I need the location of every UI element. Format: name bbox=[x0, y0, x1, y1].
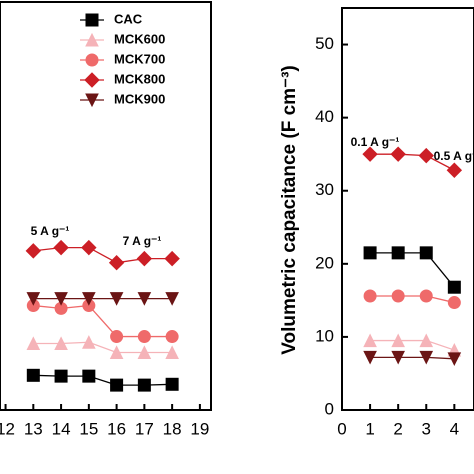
series-line bbox=[33, 374, 173, 386]
marker bbox=[82, 369, 96, 383]
marker bbox=[25, 243, 42, 259]
series-line bbox=[33, 246, 173, 264]
annotation: 5 A g⁻¹ bbox=[31, 224, 70, 238]
y-tick-label: 10 bbox=[315, 326, 334, 345]
x-tick-label: 19 bbox=[190, 419, 209, 438]
marker bbox=[137, 345, 152, 359]
marker bbox=[164, 250, 180, 267]
marker bbox=[363, 350, 377, 365]
legend-label: CAC bbox=[114, 11, 143, 26]
x-tick-label: 4 bbox=[450, 419, 459, 438]
marker bbox=[419, 350, 434, 365]
marker bbox=[419, 289, 433, 303]
marker bbox=[363, 333, 377, 348]
series-line bbox=[33, 304, 173, 338]
marker bbox=[447, 280, 461, 294]
marker bbox=[165, 330, 179, 344]
marker bbox=[26, 368, 40, 382]
marker bbox=[54, 336, 68, 350]
legend-marker bbox=[85, 13, 99, 27]
y-axis-label: Volumetric capacitance (F cm⁻³) bbox=[279, 65, 300, 354]
legend-label: MCK900 bbox=[114, 91, 165, 106]
series-line bbox=[370, 356, 455, 360]
x-tick-label: 15 bbox=[79, 419, 98, 438]
x-tick-label: 2 bbox=[393, 419, 402, 438]
marker bbox=[363, 289, 377, 303]
x-tick-label: 1 bbox=[365, 419, 374, 438]
marker bbox=[110, 330, 124, 344]
marker bbox=[165, 292, 179, 306]
marker bbox=[390, 146, 406, 162]
y-tick-label: 0 bbox=[325, 399, 334, 418]
marker bbox=[391, 289, 405, 303]
marker bbox=[391, 350, 405, 365]
marker bbox=[447, 352, 462, 366]
marker bbox=[165, 345, 179, 359]
plot-frame bbox=[341, 7, 474, 411]
annotation: 0.5 A g⁻¹ bbox=[434, 149, 474, 163]
legend-label: MCK600 bbox=[114, 31, 165, 46]
marker bbox=[110, 378, 124, 392]
y-tick-label: 20 bbox=[315, 253, 334, 272]
marker bbox=[82, 292, 96, 306]
x-tick-label: 12 bbox=[0, 419, 15, 438]
marker bbox=[363, 246, 377, 260]
plot-frame bbox=[0, 1, 212, 411]
y-tick-label: 30 bbox=[315, 180, 334, 199]
marker bbox=[53, 239, 69, 256]
series-line bbox=[370, 339, 455, 351]
marker bbox=[419, 246, 433, 260]
marker bbox=[54, 292, 68, 306]
marker bbox=[137, 330, 151, 344]
panel: 12 13 14 15 16 17 18 19 5 A g⁻¹ 7 A g⁻¹ CAC MCK600 M… bbox=[0, 1, 212, 438]
marker bbox=[165, 377, 179, 391]
y-tick-label: 40 bbox=[315, 107, 334, 126]
y-tick-label: 50 bbox=[315, 34, 334, 53]
x-tick-label: 13 bbox=[24, 419, 43, 438]
legend-marker bbox=[85, 93, 99, 108]
marker bbox=[391, 333, 405, 348]
legend-marker bbox=[85, 53, 99, 67]
marker bbox=[108, 255, 125, 271]
annotation: 0.1 A g⁻¹ bbox=[351, 135, 400, 149]
legend-label: MCK800 bbox=[114, 71, 165, 86]
marker bbox=[362, 146, 378, 162]
marker bbox=[26, 292, 41, 306]
marker bbox=[419, 333, 434, 348]
x-tick-label: 0 bbox=[337, 419, 346, 438]
marker bbox=[136, 250, 153, 267]
legend-label: MCK700 bbox=[114, 51, 165, 66]
marker bbox=[391, 246, 405, 260]
x-tick-label: 14 bbox=[52, 419, 71, 438]
x-tick-label: 16 bbox=[107, 419, 126, 438]
legend-marker bbox=[85, 32, 99, 47]
marker bbox=[109, 292, 124, 306]
x-tick-label: 3 bbox=[422, 419, 431, 438]
marker bbox=[109, 345, 124, 359]
marker bbox=[447, 296, 461, 310]
series-line bbox=[370, 153, 455, 171]
x-tick-label: 18 bbox=[163, 419, 182, 438]
marker bbox=[137, 292, 152, 306]
marker bbox=[137, 378, 151, 392]
annotation: 7 A g⁻¹ bbox=[123, 234, 162, 248]
series-line bbox=[33, 341, 173, 354]
marker bbox=[81, 239, 97, 256]
x-tick-label: 17 bbox=[135, 419, 154, 438]
series-line bbox=[370, 295, 455, 304]
series-line bbox=[370, 252, 455, 288]
marker bbox=[26, 336, 41, 350]
marker bbox=[446, 162, 463, 178]
marker bbox=[82, 335, 96, 349]
marker bbox=[418, 147, 434, 164]
marker bbox=[54, 369, 68, 383]
legend-marker bbox=[84, 72, 100, 88]
